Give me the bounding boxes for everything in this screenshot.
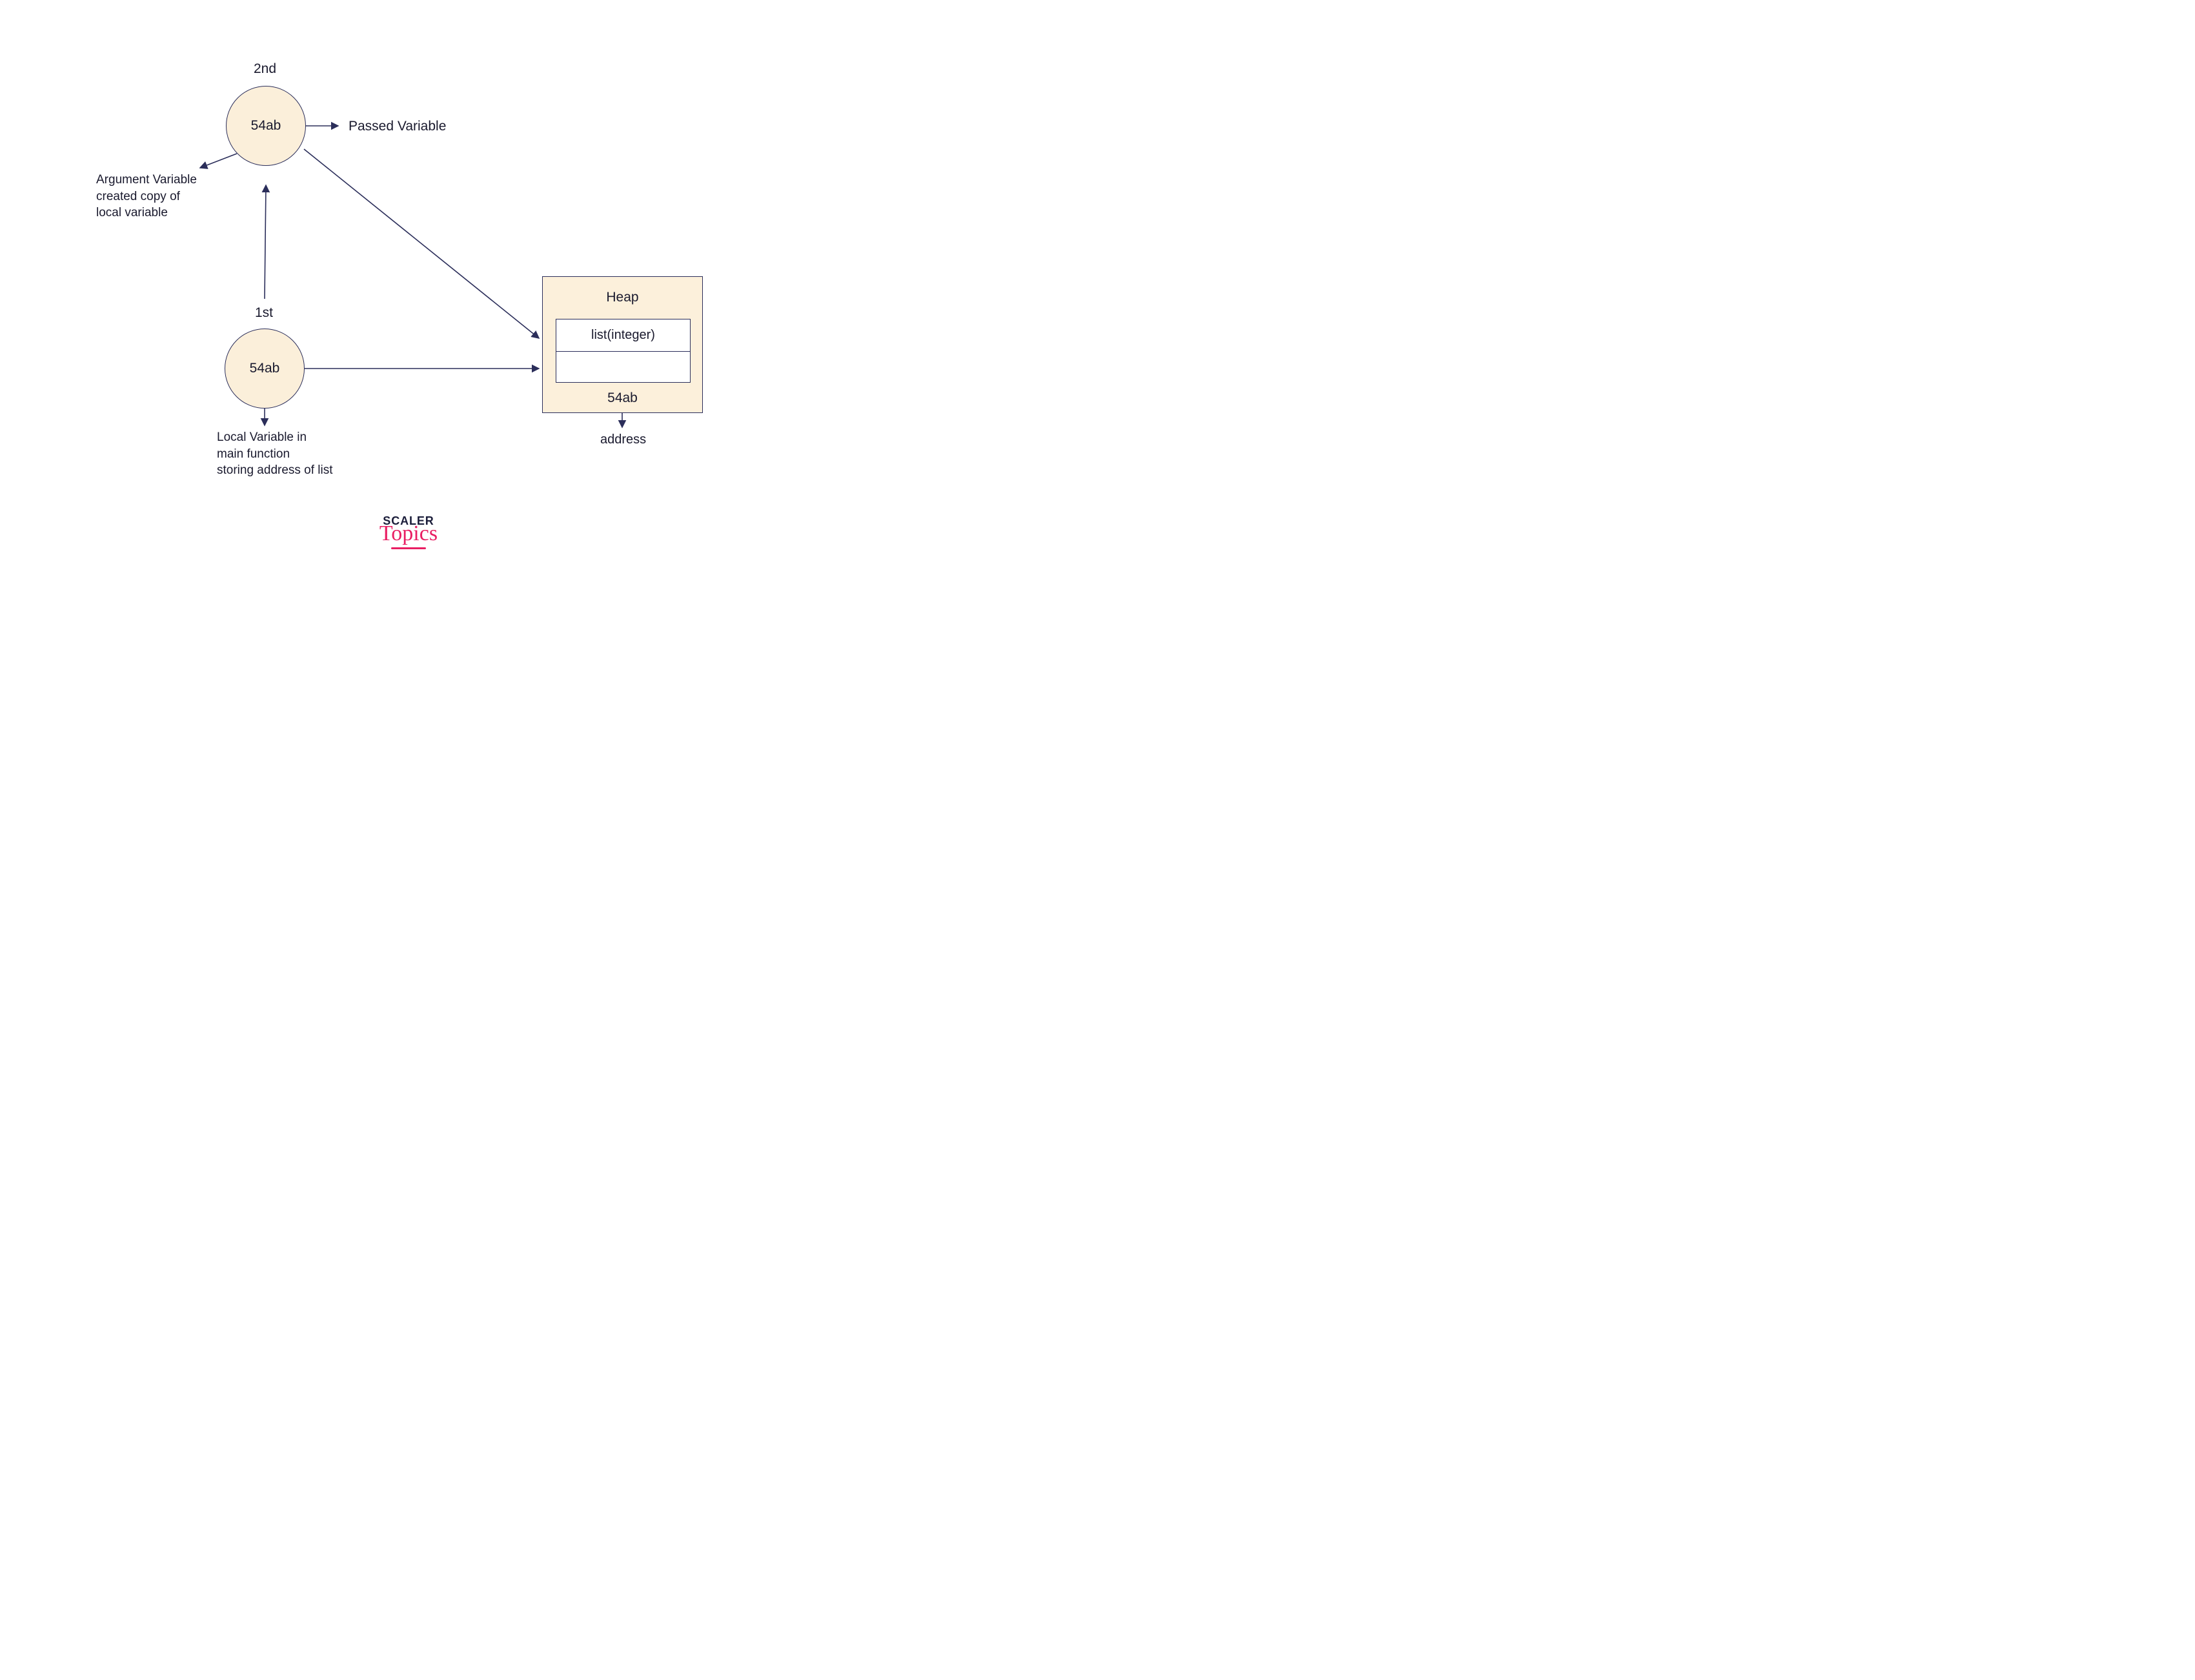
label-1st: 1st — [255, 304, 273, 322]
heap-address-value: 54ab — [543, 389, 702, 407]
label-argument-variable: Argument Variable created copy of local … — [96, 172, 197, 221]
label-2nd: 2nd — [254, 60, 276, 78]
logo-underline — [391, 547, 426, 549]
heap-list-label-row: list(integer) — [556, 319, 690, 352]
heap-title-text: Heap — [606, 290, 638, 305]
node-circle-2nd: 54ab — [226, 86, 306, 166]
heap-address-label: address — [600, 431, 646, 449]
heap-box: Heap list(integer) 54ab — [542, 276, 703, 413]
arrow-1st-to-2nd — [265, 185, 266, 299]
heap-address-label-text: address — [600, 432, 646, 447]
label-local-variable: Local Variable in main function storing … — [217, 429, 333, 479]
heap-list-label: list(integer) — [591, 328, 655, 343]
arrow-2nd-to-heap — [304, 149, 539, 338]
label-passed-variable-text: Passed Variable — [349, 119, 446, 134]
heap-title: Heap — [543, 288, 702, 307]
label-passed-variable: Passed Variable — [349, 117, 446, 136]
label-argument-line1: Argument Variable — [96, 172, 197, 188]
diagram-root: 2nd 54ab Passed Variable Argument Variab… — [0, 0, 800, 612]
heap-empty-row — [556, 352, 690, 383]
logo-line2: Topics — [367, 521, 450, 546]
label-argument-line2: created copy of — [96, 188, 197, 205]
label-local-line3: storing address of list — [217, 462, 333, 479]
scaler-logo: SCALER Topics — [367, 514, 450, 549]
heap-address-value-text: 54ab — [607, 390, 638, 405]
label-local-line1: Local Variable in — [217, 429, 333, 446]
label-argument-line3: local variable — [96, 205, 197, 221]
node-circle-1st-value: 54ab — [250, 361, 280, 376]
heap-inner-box: list(integer) — [556, 319, 691, 383]
node-circle-1st: 54ab — [225, 329, 305, 409]
label-local-line2: main function — [217, 446, 333, 463]
label-2nd-text: 2nd — [254, 61, 276, 76]
arrow-to-argument — [200, 154, 237, 168]
node-circle-2nd-value: 54ab — [251, 118, 281, 134]
label-1st-text: 1st — [255, 305, 273, 320]
